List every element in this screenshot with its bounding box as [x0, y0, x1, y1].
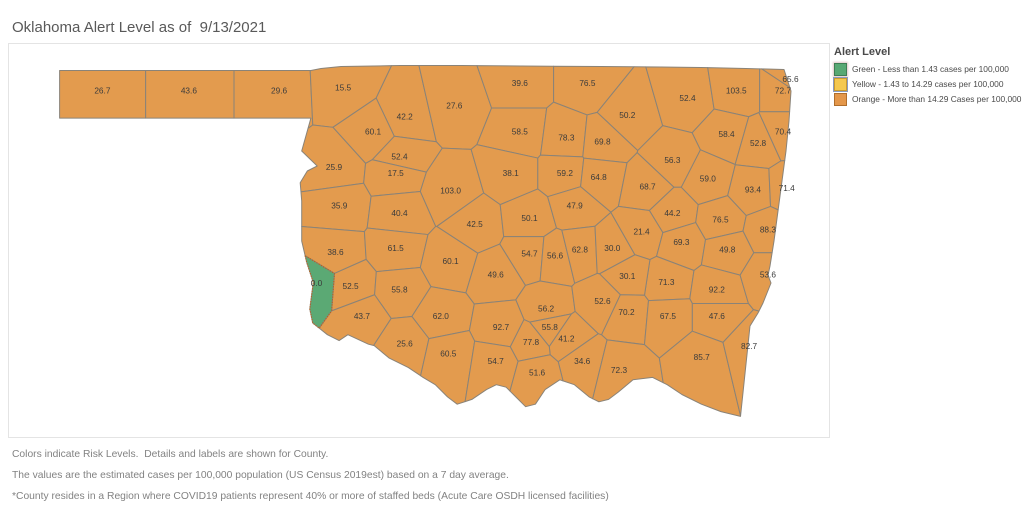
svg-text:70.2: 70.2: [618, 307, 635, 317]
svg-text:43.7: 43.7: [354, 311, 371, 321]
svg-text:71.3: 71.3: [658, 277, 675, 287]
svg-text:26.7: 26.7: [94, 85, 111, 95]
svg-text:54.7: 54.7: [521, 248, 538, 258]
svg-text:52.8: 52.8: [750, 138, 767, 148]
svg-text:35.9: 35.9: [331, 200, 348, 210]
svg-text:52.4: 52.4: [679, 93, 696, 103]
svg-text:49.6: 49.6: [488, 269, 505, 279]
svg-text:92.7: 92.7: [493, 322, 510, 332]
svg-text:52.4: 52.4: [391, 151, 408, 161]
svg-text:47.9: 47.9: [567, 200, 584, 210]
svg-text:42.5: 42.5: [467, 219, 484, 229]
svg-text:68.7: 68.7: [640, 181, 657, 191]
svg-text:69.8: 69.8: [594, 136, 611, 146]
svg-text:30.1: 30.1: [619, 271, 636, 281]
svg-text:15.5: 15.5: [335, 82, 352, 92]
svg-text:61.5: 61.5: [388, 243, 405, 253]
svg-text:56.3: 56.3: [664, 155, 681, 165]
svg-text:42.2: 42.2: [397, 112, 414, 122]
svg-text:51.6: 51.6: [529, 367, 546, 377]
svg-text:70.4: 70.4: [775, 127, 792, 137]
svg-text:56.2: 56.2: [538, 303, 555, 313]
svg-text:56.6: 56.6: [547, 251, 564, 261]
svg-text:58.4: 58.4: [719, 129, 736, 139]
svg-text:69.3: 69.3: [673, 237, 690, 247]
svg-text:72.3: 72.3: [611, 365, 628, 375]
svg-text:50.1: 50.1: [521, 213, 538, 223]
svg-text:82.7: 82.7: [741, 341, 758, 351]
svg-text:58.5: 58.5: [512, 127, 529, 137]
svg-text:62.0: 62.0: [433, 311, 450, 321]
svg-text:39.6: 39.6: [512, 78, 529, 88]
svg-text:77.8: 77.8: [523, 337, 540, 347]
svg-text:38.1: 38.1: [503, 168, 520, 178]
svg-text:59.0: 59.0: [700, 173, 717, 183]
svg-text:103.0: 103.0: [440, 185, 461, 195]
svg-text:55.8: 55.8: [391, 284, 408, 294]
svg-text:50.2: 50.2: [619, 110, 636, 120]
svg-text:85.7: 85.7: [694, 352, 711, 362]
svg-text:72.7: 72.7: [775, 85, 792, 95]
svg-text:54.7: 54.7: [488, 356, 505, 366]
svg-text:25.9: 25.9: [326, 162, 343, 172]
svg-text:103.5: 103.5: [726, 85, 747, 95]
svg-text:0.0: 0.0: [311, 278, 323, 288]
svg-text:17.5: 17.5: [388, 168, 405, 178]
svg-text:52.6: 52.6: [594, 296, 611, 306]
svg-text:65.6: 65.6: [782, 74, 799, 84]
svg-text:64.8: 64.8: [591, 172, 608, 182]
svg-text:47.6: 47.6: [709, 311, 726, 321]
svg-text:62.8: 62.8: [572, 245, 589, 255]
svg-text:43.6: 43.6: [181, 85, 198, 95]
svg-text:60.1: 60.1: [443, 256, 460, 266]
svg-text:88.3: 88.3: [760, 224, 777, 234]
svg-text:59.2: 59.2: [557, 168, 574, 178]
svg-text:92.2: 92.2: [709, 284, 726, 294]
svg-text:38.6: 38.6: [327, 247, 344, 257]
svg-text:27.6: 27.6: [446, 100, 463, 110]
svg-text:55.8: 55.8: [542, 322, 559, 332]
svg-text:52.5: 52.5: [343, 281, 360, 291]
svg-text:60.5: 60.5: [440, 348, 457, 358]
svg-text:67.5: 67.5: [660, 311, 677, 321]
svg-text:49.8: 49.8: [719, 245, 736, 255]
svg-text:93.4: 93.4: [745, 184, 762, 194]
svg-text:78.3: 78.3: [558, 133, 575, 143]
svg-text:76.5: 76.5: [579, 78, 596, 88]
svg-text:29.6: 29.6: [271, 85, 288, 95]
svg-text:53.6: 53.6: [760, 269, 777, 279]
svg-text:34.6: 34.6: [574, 356, 591, 366]
svg-text:76.5: 76.5: [712, 215, 729, 225]
svg-text:40.4: 40.4: [391, 208, 408, 218]
svg-text:21.4: 21.4: [634, 227, 651, 237]
svg-text:25.6: 25.6: [397, 339, 414, 349]
svg-text:71.4: 71.4: [779, 183, 796, 193]
svg-text:30.0: 30.0: [604, 243, 621, 253]
svg-text:41.2: 41.2: [558, 333, 575, 343]
svg-text:60.1: 60.1: [365, 127, 382, 137]
svg-text:44.2: 44.2: [664, 208, 681, 218]
